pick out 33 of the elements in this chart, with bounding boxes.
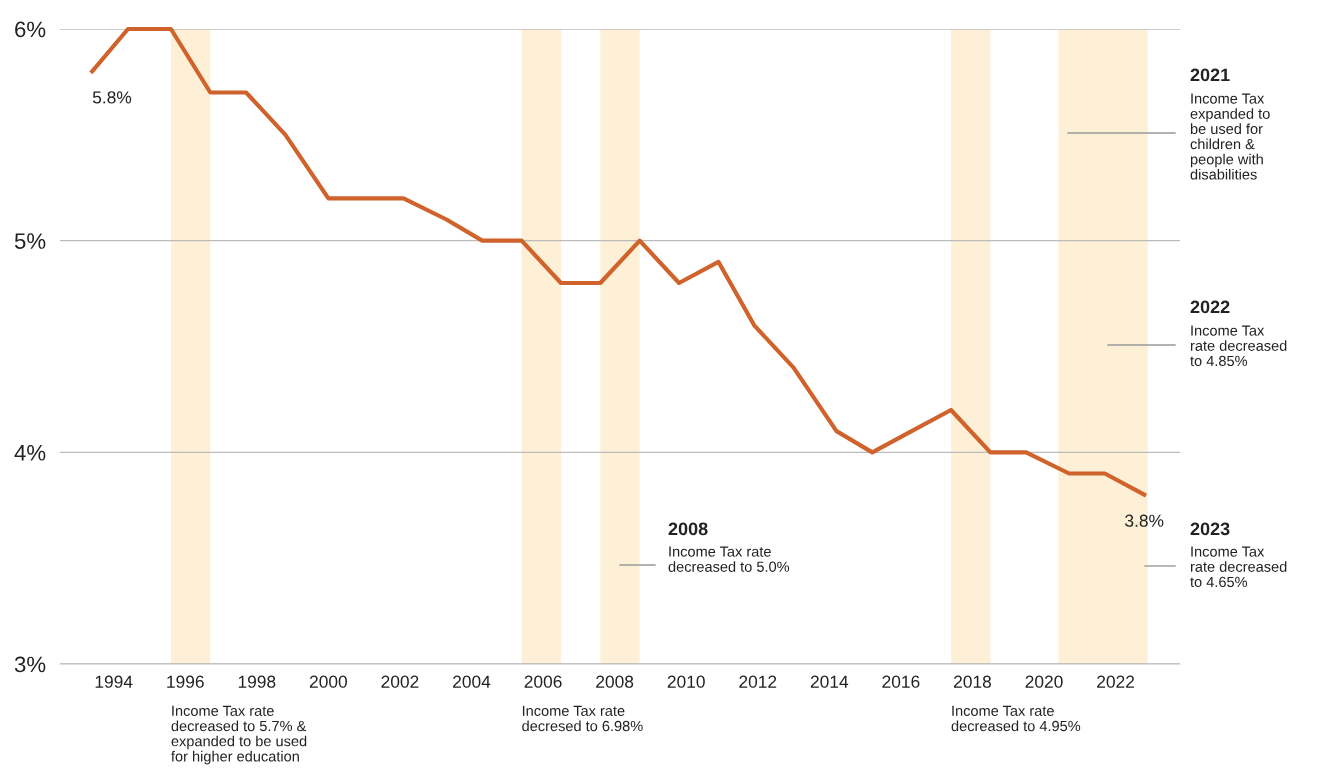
text: Income Tax rate decreased to 4.65%: [1190, 546, 1287, 588]
y-tick-label: 4%: [14, 444, 46, 461]
line-series: [90, 26, 1147, 497]
annotation: Income Tax rate decreased to 5.0%: [668, 546, 790, 572]
x-tick-label: 2022: [1097, 675, 1135, 688]
x-tick-label: 1996: [167, 675, 204, 688]
x-tick-label: 2020: [1025, 675, 1063, 688]
y-tick-label: 6%: [15, 21, 46, 38]
x-tick-label: 2000: [309, 675, 347, 688]
x-tick-label: 2016: [882, 675, 920, 688]
annotation: 5.8%: [92, 91, 132, 104]
band-label: Income Tax rate decreased to 5.7% & expanded to be used for higher education: [171, 705, 307, 765]
x-tick-label: 2008: [596, 675, 634, 688]
x-tick-label: 2002: [381, 675, 419, 688]
x-tick-label: 2012: [739, 675, 777, 688]
text: 2021: [1190, 68, 1230, 82]
y-tick-label: 5%: [14, 233, 46, 249]
annotation: 3.8%: [1125, 514, 1164, 527]
x-tick-label: 2004: [453, 675, 491, 688]
text: Income Tax rate decreased to 4.85%: [1190, 325, 1287, 367]
x-tick-label: 2006: [524, 675, 562, 688]
x-tick-label: 1998: [238, 675, 276, 688]
text: Income Tax expanded to be used for children & people with disabilities: [1190, 93, 1270, 180]
band-label: Income Tax rate decresed to 6.98%: [522, 705, 643, 732]
text: 2023: [1190, 522, 1230, 536]
x-tick-label: 2014: [810, 675, 849, 688]
text: 2022: [1190, 300, 1230, 314]
band-label: Income Tax rate decreased to 4.95%: [951, 705, 1081, 732]
x-tick-label: 2010: [667, 675, 705, 688]
x-tick-label: 1994: [95, 675, 133, 688]
x-tick-label: 2018: [954, 675, 992, 688]
annotation: 2008: [668, 522, 708, 536]
y-tick-label: 3%: [14, 656, 46, 673]
